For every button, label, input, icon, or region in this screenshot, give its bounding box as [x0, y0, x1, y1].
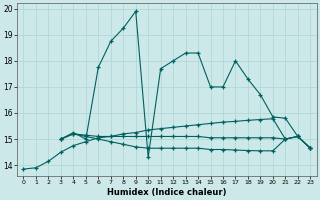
X-axis label: Humidex (Indice chaleur): Humidex (Indice chaleur)	[107, 188, 227, 197]
